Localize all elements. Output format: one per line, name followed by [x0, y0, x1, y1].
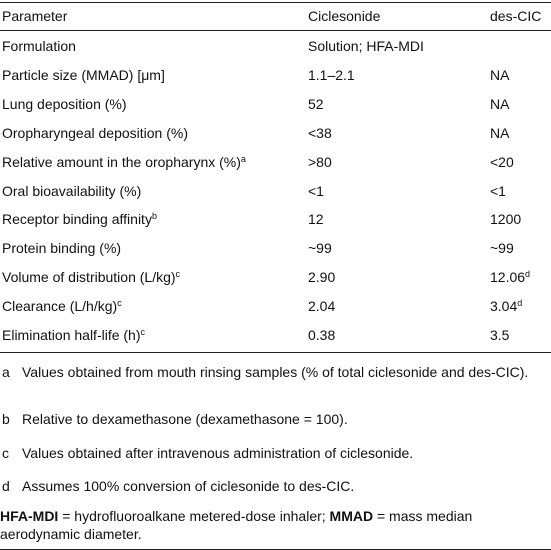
footnote-text: Relative to dexamethasone (dexamethasone…: [22, 411, 348, 427]
table-cell: <38: [308, 124, 332, 142]
footnote-ref: c: [140, 327, 146, 337]
cell-text: Lung deposition (%): [2, 95, 127, 112]
table-cell: 12.06d: [490, 268, 530, 286]
table-cell: Oral bioavailability (%): [2, 182, 141, 200]
cell-text: Elimination half-life (h): [2, 327, 141, 343]
table-cell: Oropharyngeal deposition (%): [2, 124, 188, 142]
table-cell: Relative amount in the oropharynx (%)a: [2, 153, 246, 171]
top-rule: [0, 2, 551, 3]
table-cell: <20: [490, 153, 514, 171]
table-cell: Lung deposition (%): [2, 95, 127, 113]
cell-text: Clearance (L/h/kg): [2, 298, 118, 315]
table-bottom-rule: [0, 352, 551, 353]
footnote-marker: d: [2, 478, 10, 494]
footnote-ref: c: [175, 269, 181, 280]
footnote: b Relative to dexamethasone (dexamethason…: [2, 410, 551, 428]
cell-text: Oropharyngeal deposition (%): [2, 124, 188, 141]
footnote-ref: d: [517, 298, 523, 309]
table-cell: Solution; HFA-MDI: [308, 37, 424, 55]
footnote-marker: b: [2, 411, 10, 427]
table-cell: ~99: [490, 239, 514, 257]
table-cell: Receptor binding affinityb: [2, 210, 157, 228]
cell-text: Protein binding (%): [2, 240, 122, 257]
cell-text: 52: [308, 95, 324, 112]
table-cell: Elimination half-life (h)c: [2, 326, 145, 344]
cell-text: NA: [490, 66, 510, 83]
table-cell: Volume of distribution (L/kg)c: [2, 268, 180, 286]
table-cell: 12: [308, 210, 324, 228]
cell-text: <38: [308, 124, 332, 141]
table-cell: 3.04d: [490, 297, 522, 315]
cell-text: ~99: [308, 240, 332, 257]
table-cell: Formulation: [2, 37, 76, 55]
table-cell: Particle size (MMAD) [μm]: [2, 66, 165, 84]
footnote-text: Values obtained from mouth rinsing sampl…: [22, 364, 529, 380]
cell-text: NA: [490, 95, 510, 112]
footnote-ref: b: [151, 211, 157, 222]
cell-text: Formulation: [2, 38, 76, 54]
table-cell: >80: [308, 153, 332, 171]
cell-text: Particle size (MMAD) [μm]: [2, 66, 165, 83]
footnote-text: Values obtained after intravenous admini…: [22, 445, 414, 461]
table-cell: Protein binding (%): [2, 239, 121, 257]
header-cell: Parameter: [2, 8, 68, 24]
footnote-text: Assumes 100% conversion of ciclesonide t…: [22, 478, 355, 494]
cell-text: <1: [490, 182, 506, 199]
cell-text: Volume of distribution (L/kg): [2, 269, 176, 286]
table-cell: <1: [308, 182, 324, 200]
cell-text: 12.06: [490, 269, 526, 286]
table-cell: 0.38: [308, 326, 335, 344]
footnote: a Values obtained from mouth rinsing samp…: [2, 363, 551, 381]
cell-text: Oral bioavailability (%): [2, 182, 142, 199]
cell-text: 2.04: [308, 298, 336, 315]
cell-text: <1: [308, 182, 324, 199]
cell-text: >80: [308, 153, 332, 170]
header-cell: des-CIC: [490, 8, 542, 24]
cell-text: <20: [490, 153, 514, 170]
table-cell: Clearance (L/h/kg)c: [2, 297, 122, 315]
table-cell: NA: [490, 95, 509, 113]
table-cell: 1.1–2.1: [308, 66, 355, 84]
footnote: d Assumes 100% conversion of ciclesonide …: [2, 477, 551, 495]
footnote-ref: d: [525, 269, 531, 280]
abbreviation-part: HFA-MDI: [0, 508, 59, 524]
table-cell: NA: [490, 124, 509, 142]
cell-text: 12: [308, 211, 324, 228]
cell-text: Receptor binding affinity: [2, 211, 152, 228]
cell-text: 1200: [490, 211, 522, 228]
header-rule: [0, 30, 551, 31]
table-cell: <1: [490, 182, 506, 200]
table-cell: NA: [490, 66, 509, 84]
footnote-ref: a: [240, 153, 246, 164]
abbreviation-part: = hydrofluoroalkane metered-dose inhaler…: [58, 508, 330, 524]
table-cell: 2.04: [308, 297, 335, 315]
cell-text: Relative amount in the oropharynx (%): [2, 153, 241, 170]
table-cell: 52: [308, 95, 324, 113]
table-cell: 2.90: [308, 268, 335, 286]
table-cell: ~99: [308, 239, 332, 257]
table-cell: 3.5: [490, 326, 509, 344]
table-cell: 1200: [490, 210, 521, 228]
header-cell: Ciclesonide: [308, 8, 381, 24]
footnote-marker: c: [2, 445, 9, 461]
cell-text: Solution; HFA-MDI: [308, 38, 424, 54]
abbreviation-part: MMAD: [329, 508, 374, 524]
cell-text: NA: [490, 124, 510, 141]
cell-text: 0.38: [308, 327, 336, 343]
cell-text: 3.04: [490, 298, 518, 315]
cell-text: 2.90: [308, 269, 336, 286]
footnote-ref: c: [117, 298, 122, 309]
abbreviation-part: = mass median aerodynamic diameter.: [0, 508, 473, 542]
abbreviations: HFA-MDI = hydrofluoroalkane metered-dose…: [0, 507, 551, 543]
footnote-marker: a: [2, 364, 10, 380]
cell-text: ~99: [490, 240, 514, 257]
footnote: c Values obtained after intravenous admin…: [2, 444, 551, 462]
cell-text: 1.1–2.1: [308, 66, 355, 83]
cell-text: 3.5: [490, 327, 510, 343]
